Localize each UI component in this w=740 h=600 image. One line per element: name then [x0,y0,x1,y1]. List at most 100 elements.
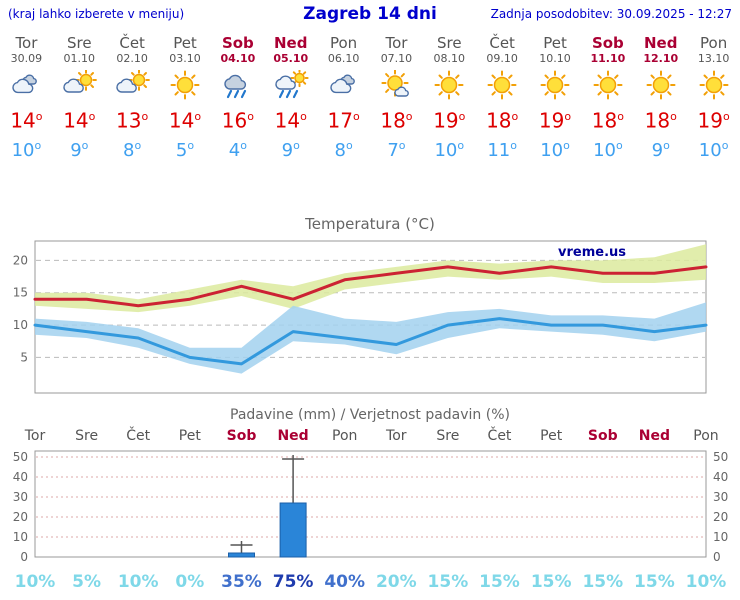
temp-max: 19o [433,108,466,133]
degree-symbol: o [247,110,254,123]
degree-symbol: o [510,138,517,152]
degree-symbol: o [88,110,96,123]
day-date: 01.10 [63,52,96,65]
precip-probability: 0% [175,572,204,592]
precip-day-label: Tor [385,428,407,444]
temp-min-line [33,316,708,366]
sunny-weather-icon [529,66,582,104]
degree-symbol: o [617,110,624,123]
degree-symbol: o [300,110,307,123]
degree-symbol: o [134,138,142,152]
degree-symbol: o [141,110,149,123]
precip-chart-title: Padavine (mm) / Verjetnost padavin (%) [230,406,510,423]
day-date: 30.09 [10,52,43,65]
day-date: 07.10 [380,52,413,65]
precip-day-label: Sob [588,428,618,444]
day-name: Tor [385,34,408,52]
degree-symbol: o [670,110,677,123]
precip-ytick-left: 30 [13,490,28,504]
precip-ytick-left: 40 [13,470,28,484]
sunny-weather-icon [423,66,476,104]
day-name: Sre [66,34,92,52]
day-column: Tor 07.10 18o 7o [370,34,423,163]
precip-bar [228,552,255,558]
day-name: Sre [437,34,462,52]
precip-day-label: Čet [488,426,512,444]
day-name: Ned [273,34,308,52]
cloudy-weather-icon [0,66,53,104]
degree-symbol: o [721,138,729,152]
temp-min: 11o [487,138,517,161]
temp-max: 18o [644,108,677,133]
degree-symbol: o [194,110,202,123]
degree-symbol: o [34,138,42,152]
temp-max: 14o [10,108,43,133]
rain-weather-icon [211,66,264,104]
page-title: Zagreb 14 dni [303,4,437,24]
precip-day-label: Pon [332,428,357,444]
day-column: Ned 05.10 14o 9o [264,34,317,163]
temp-min: 8o [334,138,353,161]
day-column: Sob 11.10 18o 10o [581,34,634,163]
temp-max: 13o [116,108,149,133]
precip-ytick-right: 30 [713,490,728,504]
day-name: Ned [644,34,678,52]
watermark: vreme.us [558,245,626,260]
day-column: Čet 02.10 13o 8o [106,34,159,163]
precip-ytick-right: 20 [713,510,728,524]
precip-probability: 40% [324,572,365,592]
temp-min: 9o [281,138,300,161]
precip-probability: 5% [72,572,101,592]
day-column: Pon 13.10 19o 10o [687,34,740,163]
day-column: Sob 04.10 16o 4o [211,34,264,163]
day-date: 04.10 [220,52,256,65]
degree-symbol: o [663,138,670,152]
day-column: Pon 06.10 17o 8o [317,34,370,163]
day-column: Sre 01.10 14o 9o [53,34,106,163]
day-column: Tor 30.09 14o 10o [0,34,53,163]
precip-probability: 35% [221,572,262,592]
day-date: 11.10 [590,52,626,65]
temp-chart-title: Temperatura (°C) [304,215,435,233]
precip-day-label: Pon [693,428,718,444]
menu-hint: (kraj lahko izberete v meniju) [8,7,185,21]
day-date: 08.10 [433,52,466,65]
precip-day-label: Ned [277,428,308,444]
precip-ytick-right: 40 [713,470,728,484]
precip-ytick-left: 50 [13,450,28,464]
day-date: 06.10 [327,52,360,65]
temp-min: 10o [540,138,570,161]
degree-symbol: o [398,138,406,152]
mostly-sunny-weather-icon [370,66,423,104]
precip-day-label: Sob [227,428,257,444]
degree-symbol: o [457,138,465,152]
temp-min: 10o [11,138,42,161]
temp-max: 18o [380,108,413,133]
day-date: 03.10 [169,52,201,65]
day-name: Sob [221,34,254,52]
cloudy-weather-icon [317,66,370,104]
temp-max: 19o [538,108,572,133]
temp-min: 5o [175,138,195,161]
partly-weather-icon [106,66,159,104]
precip-probability: 20% [376,572,417,592]
sunny-weather-icon [476,66,529,104]
day-name: Čet [489,34,515,52]
precip-day-label: Pet [179,428,202,444]
forecast-table: Tor 30.09 14o 10o Sre 01.10 14o 9o Čet 02.10 13o 8o… [0,26,740,163]
precip-day-label: Ned [639,428,670,444]
precip-day-label: Sre [75,428,98,444]
degree-symbol: o [345,138,353,152]
day-date: 12.10 [643,52,679,65]
temp-min-range-band [35,302,706,374]
sun-rain-weather-icon [264,66,317,104]
day-date: 09.10 [486,52,518,65]
degree-symbol: o [240,138,247,152]
temperature-chart: 5 10 15 20 Temperatura (°C) vreme.us [13,215,708,394]
temp-max: 17o [327,108,360,133]
day-column: Ned 12.10 18o 9o [634,34,687,163]
day-name: Tor [15,34,38,52]
degree-symbol: o [511,110,519,123]
temp-min: 7o [387,138,406,161]
